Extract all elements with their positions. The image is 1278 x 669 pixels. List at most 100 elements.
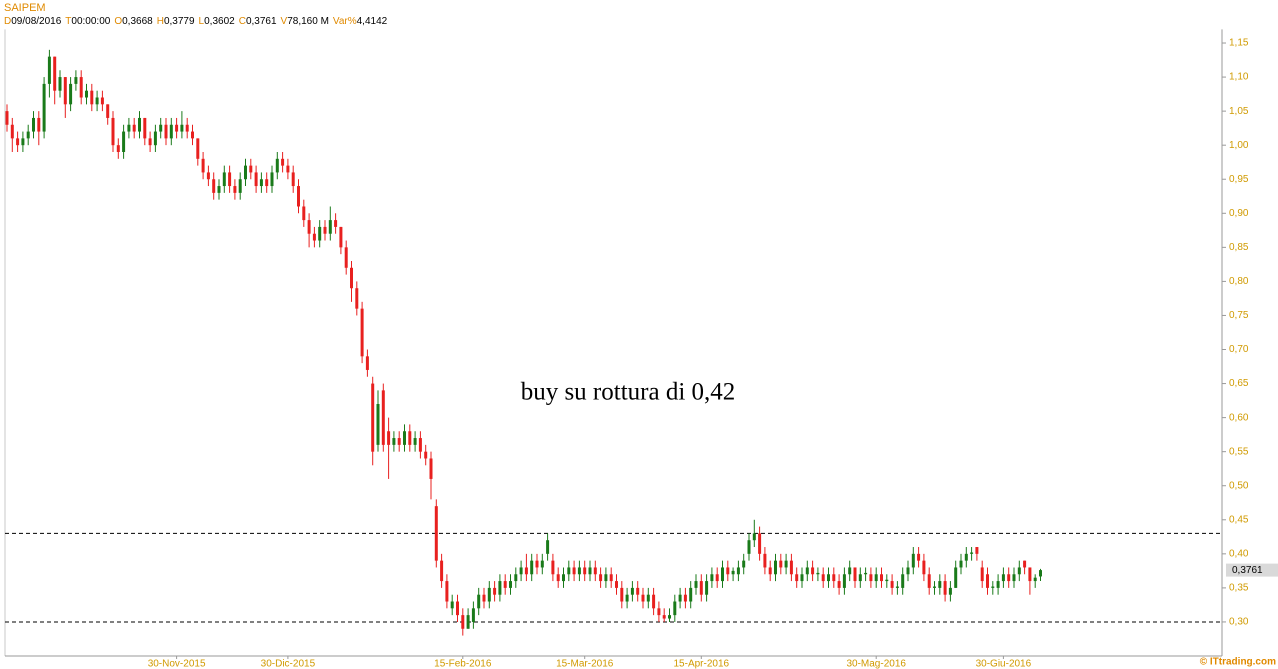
candle-body <box>164 124 168 139</box>
candle-body <box>387 431 391 445</box>
candle-body <box>371 383 375 452</box>
candle-body <box>572 567 576 575</box>
y-tick-label: 1,15 <box>1229 38 1249 49</box>
candle-body <box>805 567 809 575</box>
info-value: 09/08/2016 <box>11 16 62 27</box>
candle-body <box>127 124 131 132</box>
candle-body <box>69 83 73 105</box>
candle-body <box>291 172 295 187</box>
candle-body <box>509 581 512 588</box>
candle-body <box>85 90 88 98</box>
candle-body <box>1017 567 1021 575</box>
candle-body <box>392 438 396 445</box>
candle-body <box>731 570 735 575</box>
candle-body <box>885 579 889 582</box>
source: © ITtrading.com <box>1200 657 1276 668</box>
candle-body <box>710 574 714 582</box>
info-key: H <box>156 16 164 27</box>
candle-body <box>169 124 173 139</box>
candle-body <box>418 438 422 452</box>
candle-body <box>726 567 730 575</box>
candle-body <box>996 581 1000 588</box>
candle-body <box>980 567 984 582</box>
candle-body <box>784 560 788 568</box>
candle-body <box>482 594 486 602</box>
candle-body <box>895 586 899 588</box>
candle-body <box>683 594 687 602</box>
y-tick-label: 1,00 <box>1229 140 1249 151</box>
x-tick-label: 30-Mag-2016 <box>846 659 906 669</box>
candle-body <box>122 131 126 152</box>
candle-body <box>567 567 571 575</box>
candle-body <box>254 172 258 187</box>
candle-body <box>10 124 14 139</box>
candle-body <box>689 587 693 602</box>
header: SAIPEM D09/08/2016 T00:00:00 O0,3668 H0,377… <box>4 2 387 28</box>
candle-body <box>986 574 989 588</box>
instrument-title: SAIPEM <box>4 2 46 14</box>
candle-body <box>461 615 465 629</box>
candle-body <box>228 172 232 187</box>
y-tick-label: 1,05 <box>1229 106 1249 117</box>
candle-body <box>922 560 926 575</box>
candle-body <box>742 560 746 568</box>
candle-body <box>206 172 210 180</box>
candle-body <box>938 581 942 588</box>
candle-body <box>312 233 316 241</box>
x-tick-label: 15-Feb-2016 <box>434 659 492 669</box>
candle-body <box>434 506 438 561</box>
candle-body <box>556 574 560 582</box>
candle-body <box>800 574 804 582</box>
x-tick-label: 15-Mar-2016 <box>556 659 614 669</box>
candle-body <box>652 594 656 609</box>
candle-body <box>281 158 285 166</box>
candle-body <box>106 104 110 118</box>
candle-body <box>546 540 550 554</box>
candle-body <box>758 533 762 554</box>
candle-body <box>911 553 915 568</box>
candle-body <box>906 567 910 575</box>
candle-body <box>699 581 703 595</box>
candle-body <box>540 560 544 568</box>
candle-body <box>636 587 640 595</box>
candle-body <box>917 553 921 561</box>
candle-body <box>37 117 41 132</box>
x-tick-label: 15-Apr-2016 <box>674 659 730 669</box>
candle-body <box>721 567 724 582</box>
candle-body <box>365 356 369 370</box>
candle-body <box>503 581 507 588</box>
candle-body <box>249 165 253 173</box>
candle-body <box>694 581 698 588</box>
candle-body <box>244 165 247 180</box>
candle-body <box>832 574 836 582</box>
candle-body <box>593 567 597 575</box>
candle-body <box>795 574 799 582</box>
candle-body <box>874 574 878 582</box>
y-tick-label: 0,45 <box>1229 514 1249 525</box>
candle-body <box>673 601 677 616</box>
y-tick-label: 0,70 <box>1229 344 1249 355</box>
candle-body <box>318 226 322 241</box>
candle-body <box>344 247 348 268</box>
candle-body <box>493 587 497 595</box>
info-key: L <box>198 16 205 27</box>
x-tick-label: 30-Giu-2016 <box>976 659 1032 669</box>
candle-body <box>381 390 385 445</box>
candle-body <box>334 220 338 227</box>
candle-body <box>116 145 120 152</box>
info-value: 0,3779 <box>163 16 195 27</box>
candle-body <box>811 567 815 575</box>
info-key: T <box>65 16 72 27</box>
candle-body <box>403 431 406 445</box>
candle-body <box>47 56 51 84</box>
annotation: buy su rottura di 0,42 <box>521 379 736 406</box>
candle-body <box>466 615 470 629</box>
candle-body <box>816 572 820 575</box>
candle-body <box>307 220 311 234</box>
candle-body <box>1001 574 1005 582</box>
candle-body <box>58 77 62 91</box>
candle-body <box>153 131 157 146</box>
candle-body <box>646 594 650 602</box>
y-tick-label: 0,90 <box>1229 208 1249 219</box>
y-tick-label: 0,35 <box>1229 583 1249 594</box>
